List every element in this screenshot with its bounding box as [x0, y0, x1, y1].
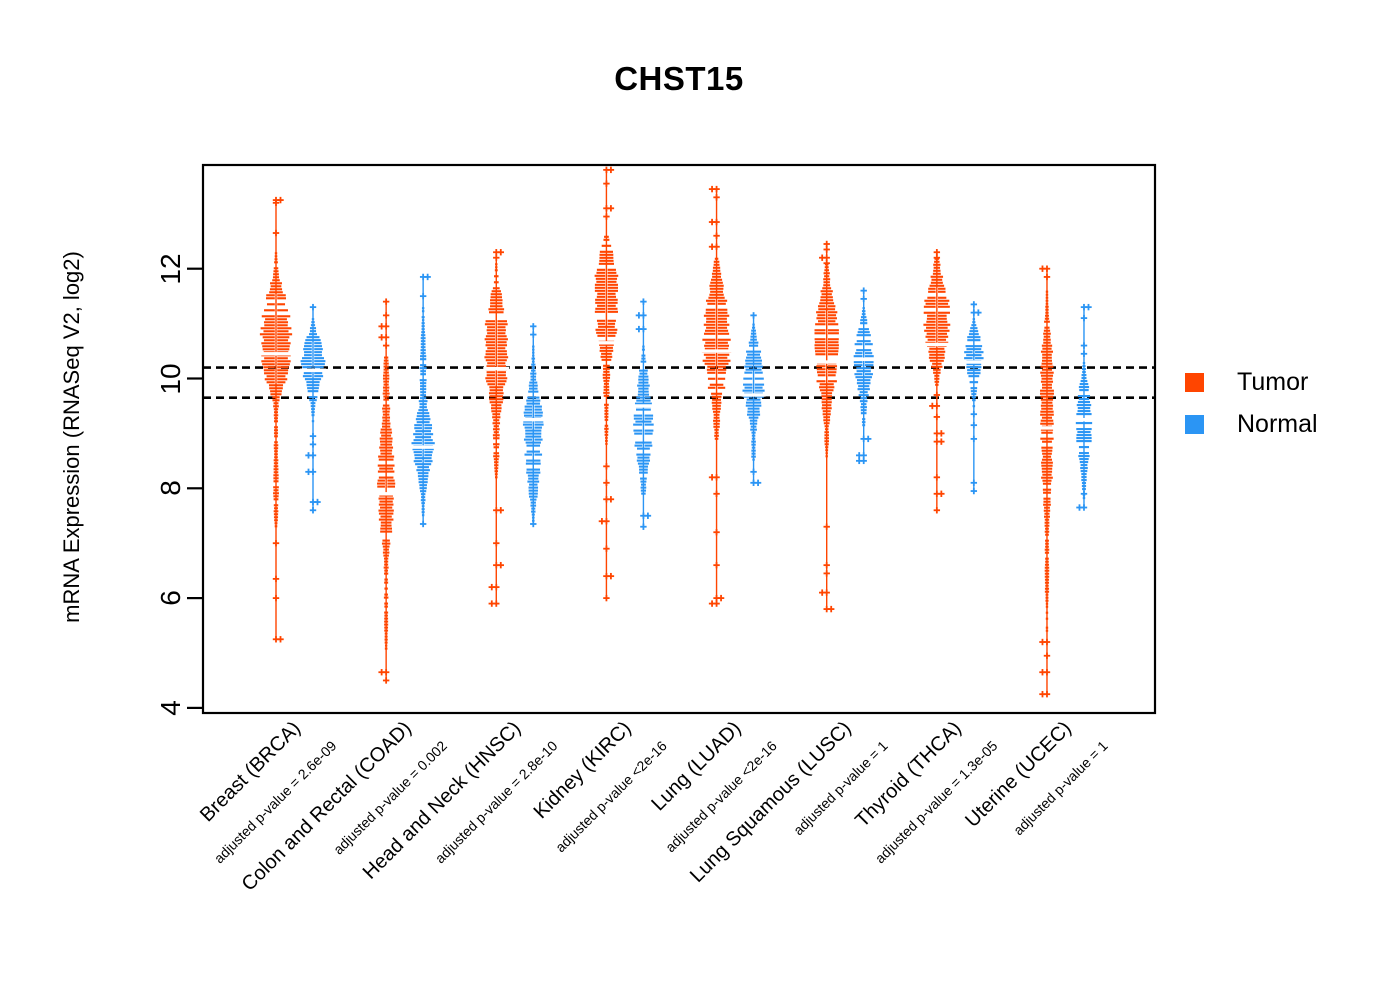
tumor-swatch-icon	[1185, 373, 1204, 392]
violin-normal-1	[411, 273, 436, 528]
violin-normal-5	[852, 287, 875, 465]
violin-tumor-1	[376, 298, 397, 684]
violin-normal-6	[962, 301, 985, 495]
violin-normal-4	[741, 312, 766, 487]
violin-normal-2	[522, 323, 545, 528]
violin-tumor-6	[922, 249, 951, 514]
y-tick-label: 6	[155, 590, 186, 606]
chart-title: CHST15	[614, 60, 744, 97]
violin-normal-3	[632, 298, 655, 530]
normal-swatch-icon	[1185, 415, 1204, 434]
violin-normal-7	[1073, 303, 1094, 511]
legend-label-tumor: Tumor	[1237, 368, 1309, 396]
legend-entry-normal: Normal	[1185, 410, 1318, 439]
violin-tumor-5	[812, 240, 841, 613]
violin-tumor-7	[1038, 265, 1055, 698]
violin-tumor-0	[259, 196, 293, 643]
y-tick-label: 12	[155, 253, 186, 285]
y-axis-title: mRNA Expression (RNASeq V2, log2)	[59, 251, 84, 623]
violin-tumor-2	[483, 249, 510, 607]
y-tick-label: 10	[155, 362, 186, 395]
y-tick-label: 4	[155, 700, 186, 716]
y-tick-label: 8	[155, 480, 186, 497]
violin-tumor-4	[701, 185, 732, 607]
plot-border	[201, 163, 1157, 715]
legend-label-normal: Normal	[1237, 410, 1318, 438]
violin-tumor-3	[593, 166, 620, 602]
legend-entry-tumor: Tumor	[1185, 368, 1318, 397]
legend: Tumor Normal	[1185, 368, 1318, 452]
violin-normal-0	[300, 303, 326, 514]
